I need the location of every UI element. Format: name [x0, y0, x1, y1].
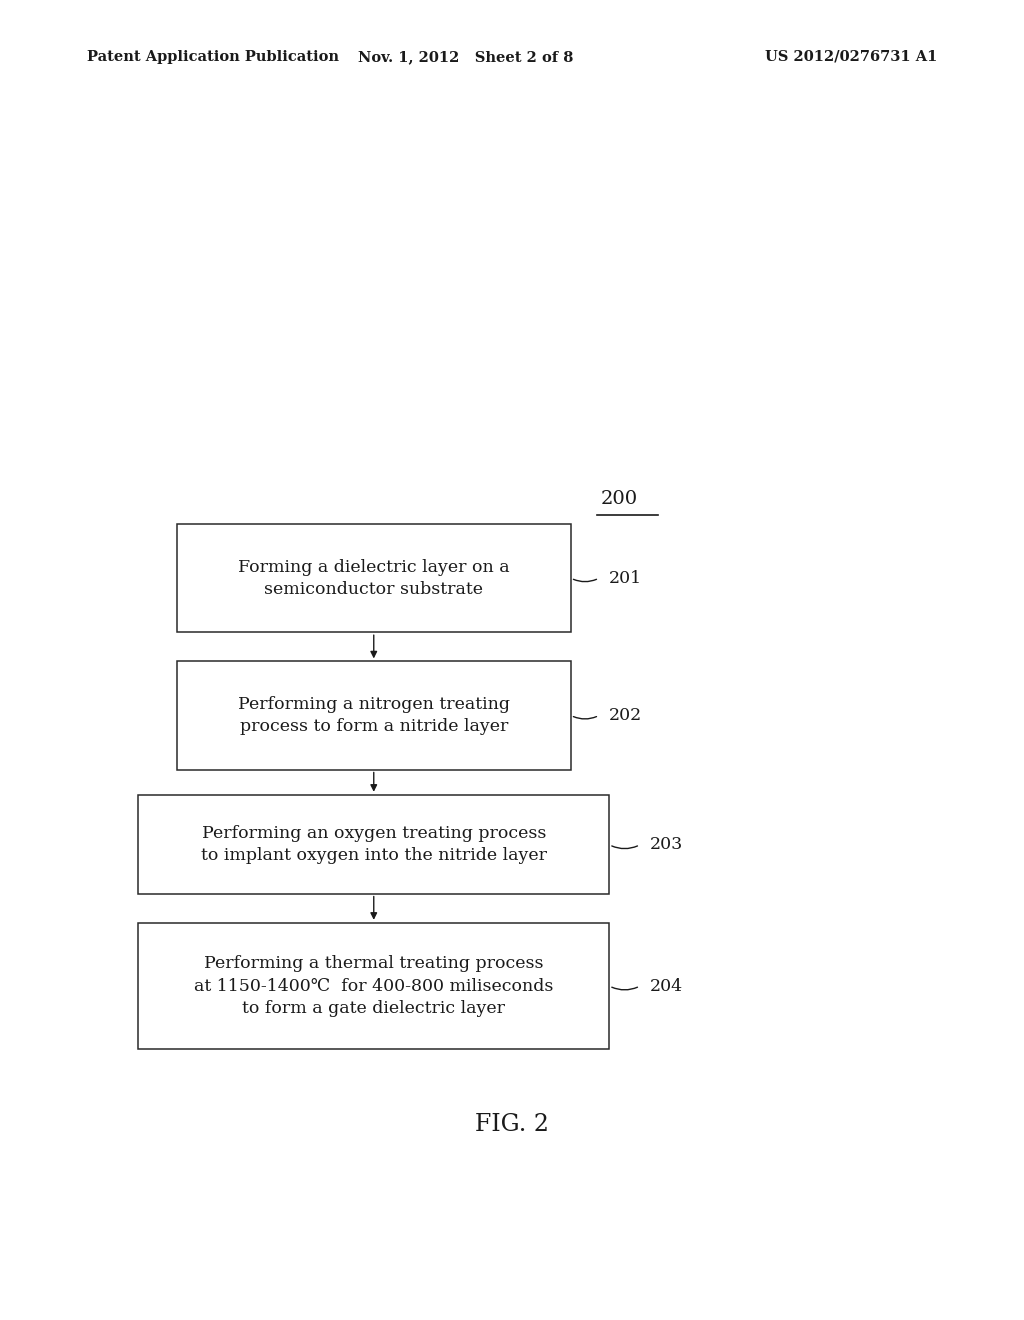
Bar — [138, 923, 609, 1049]
Text: Performing a thermal treating process
at 1150-1400℃  for 400-800 miliseconds
to : Performing a thermal treating process at… — [195, 956, 553, 1016]
Bar — [176, 524, 571, 632]
Text: 202: 202 — [609, 708, 642, 723]
Text: FIG. 2: FIG. 2 — [475, 1113, 549, 1137]
Text: US 2012/0276731 A1: US 2012/0276731 A1 — [765, 50, 937, 63]
Text: Forming a dielectric layer on a
semiconductor substrate: Forming a dielectric layer on a semicond… — [238, 558, 510, 598]
Text: 200: 200 — [601, 490, 638, 508]
Text: 204: 204 — [650, 978, 683, 994]
Text: Performing an oxygen treating process
to implant oxygen into the nitride layer: Performing an oxygen treating process to… — [201, 825, 547, 865]
Text: Performing a nitrogen treating
process to form a nitride layer: Performing a nitrogen treating process t… — [238, 696, 510, 735]
Text: 203: 203 — [650, 837, 683, 853]
Bar — [176, 661, 571, 770]
Bar — [138, 795, 609, 895]
Text: Nov. 1, 2012   Sheet 2 of 8: Nov. 1, 2012 Sheet 2 of 8 — [358, 50, 573, 63]
Text: Patent Application Publication: Patent Application Publication — [87, 50, 339, 63]
Text: 201: 201 — [609, 570, 642, 586]
